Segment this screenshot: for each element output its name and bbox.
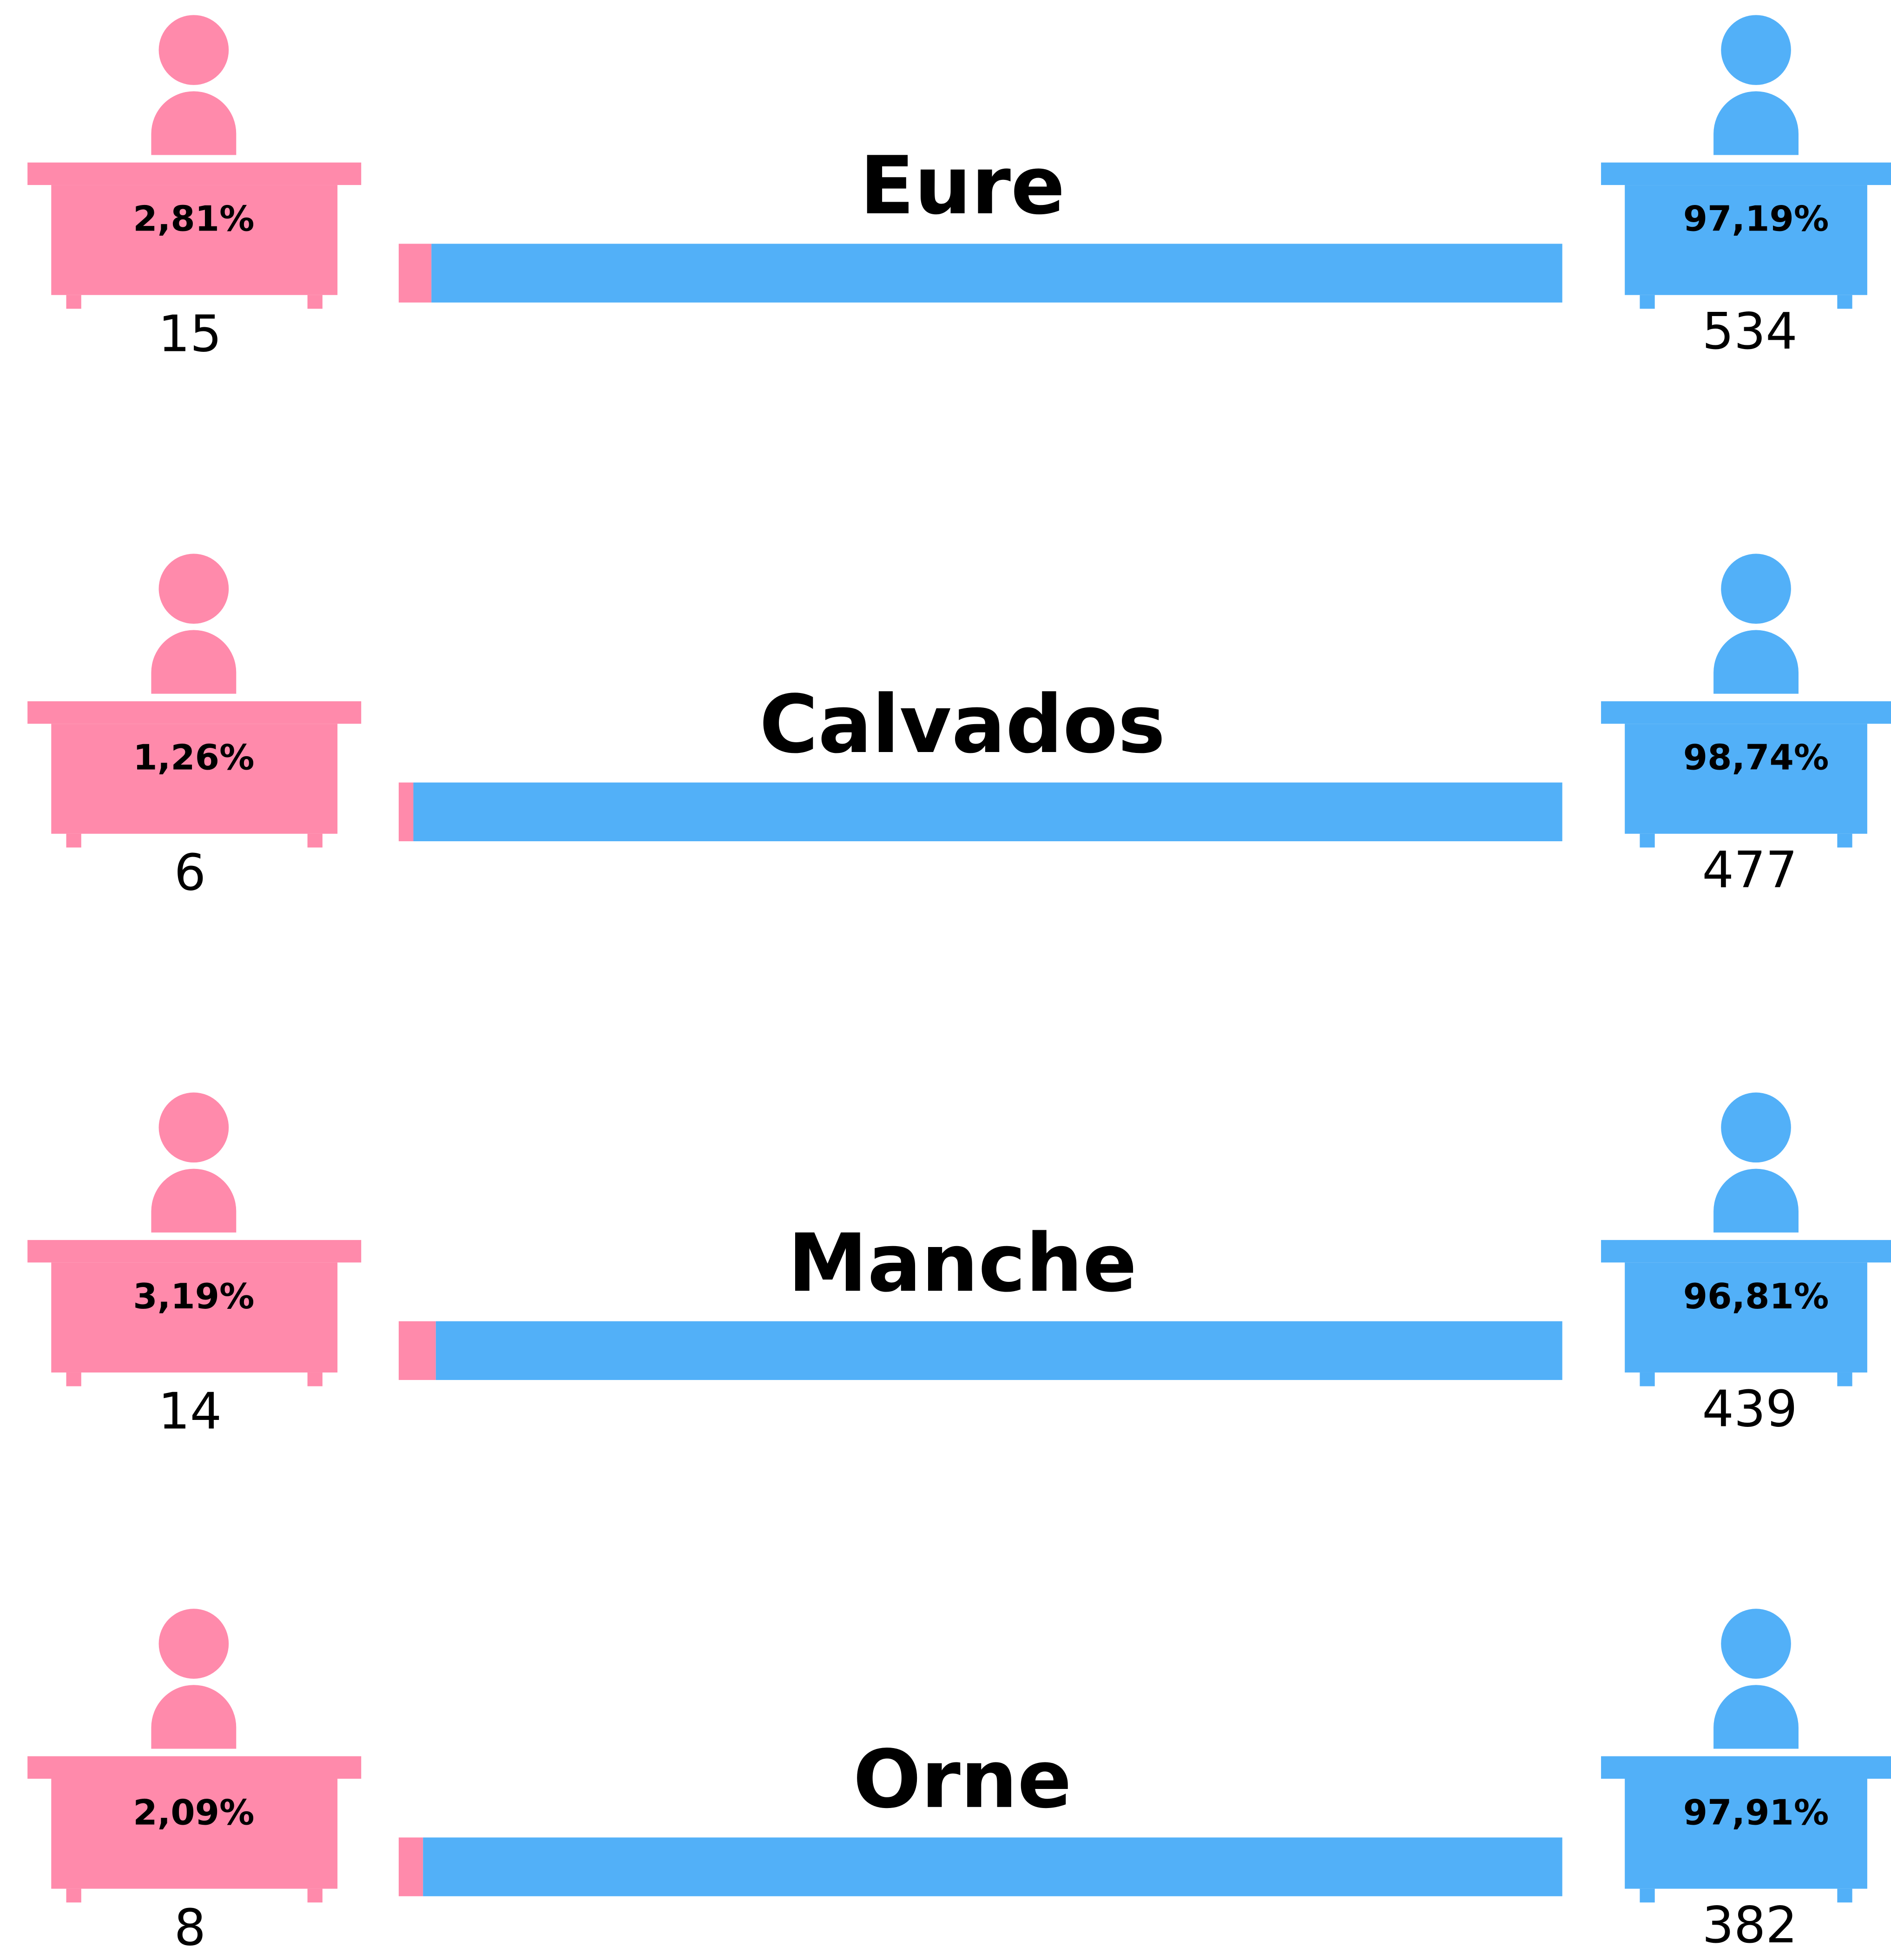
male-icon-body [1713, 91, 1799, 155]
percent-label: 98,74% [1683, 737, 1829, 778]
female-icon-desk-body [51, 1262, 338, 1373]
female-icon-desk-body [51, 1779, 338, 1889]
bar-segment [413, 782, 1562, 841]
male-icon-desk-leg [1837, 1372, 1852, 1386]
male-icon-desk-top [1601, 1240, 1891, 1263]
female-icon-desk-leg [307, 1888, 323, 1903]
male-icon-desk-leg [1837, 1888, 1852, 1903]
percent-label: 2,09% [133, 1792, 254, 1833]
count-label: 8 [174, 1899, 206, 1957]
female-icon-desk-leg [307, 833, 323, 848]
count-label: 534 [1702, 303, 1797, 361]
male-icon-desk-leg [1640, 295, 1655, 309]
percent-label: 97,19% [1683, 198, 1829, 239]
male-icon-desk-body [1625, 724, 1867, 834]
female-icon-desk-top [27, 1240, 362, 1263]
percent-label: 96,81% [1683, 1276, 1829, 1317]
female-icon-desk-leg [66, 1372, 81, 1386]
female-icon-desk-body [51, 724, 338, 834]
count-label: 6 [174, 844, 206, 902]
female-icon-desk-body [51, 185, 338, 295]
percent-label: 3,19% [133, 1276, 254, 1317]
count-label: 439 [1702, 1380, 1797, 1438]
male-icon-desk-leg [1837, 833, 1852, 848]
count-label: 477 [1702, 841, 1797, 899]
bar-segment [398, 1837, 423, 1896]
male-icon-desk-top [1601, 162, 1891, 185]
bar-segment [423, 1837, 1562, 1896]
female-icon-desk-leg [66, 295, 81, 309]
bar-segment [398, 782, 414, 841]
male-icon-desk-body [1625, 185, 1867, 295]
male-icon-desk-body [1625, 1779, 1867, 1889]
male-icon-head [1721, 15, 1791, 85]
region-title: Manche [788, 1216, 1137, 1310]
female-icon-head [158, 1609, 229, 1679]
male-icon-body [1713, 1168, 1799, 1233]
bar-segment [431, 244, 1562, 303]
female-icon-desk-top [27, 162, 362, 185]
female-icon-head [158, 554, 229, 624]
count-label: 14 [158, 1383, 222, 1441]
count-label: 15 [158, 305, 222, 363]
male-icon-desk-body [1625, 1262, 1867, 1373]
female-icon-body [151, 1168, 237, 1233]
male-icon-desk-leg [1640, 1888, 1655, 1903]
female-icon-body [151, 1685, 237, 1749]
percent-label: 2,81% [133, 198, 254, 239]
count-label: 382 [1702, 1896, 1797, 1954]
male-icon-head [1721, 1609, 1791, 1679]
female-icon-head [158, 1092, 229, 1163]
region-title: Orne [853, 1733, 1072, 1826]
female-icon-desk-leg [307, 295, 323, 309]
bar-segment [435, 1321, 1562, 1380]
female-icon-desk-top [27, 701, 362, 724]
male-icon-body [1713, 630, 1799, 694]
male-icon-desk-top [1601, 701, 1891, 724]
female-icon-body [151, 630, 237, 694]
female-icon-desk-leg [66, 833, 81, 848]
percent-label: 1,26% [133, 737, 254, 778]
female-icon-head [158, 15, 229, 85]
male-icon-body [1713, 1685, 1799, 1749]
female-icon-desk-leg [66, 1888, 81, 1903]
female-icon-desk-leg [307, 1372, 323, 1386]
male-icon-head [1721, 554, 1791, 624]
female-icon-desk-top [27, 1756, 362, 1779]
female-icon-body [151, 91, 237, 155]
bar-segment [398, 244, 432, 303]
bar-segment [398, 1321, 436, 1380]
region-title: Eure [860, 139, 1065, 232]
male-icon-desk-leg [1640, 833, 1655, 848]
male-icon-desk-leg [1837, 295, 1852, 309]
percent-label: 97,91% [1683, 1792, 1829, 1833]
male-icon-head [1721, 1092, 1791, 1163]
male-icon-desk-top [1601, 1756, 1891, 1779]
region-title: Calvados [759, 678, 1166, 771]
male-icon-desk-leg [1640, 1372, 1655, 1386]
